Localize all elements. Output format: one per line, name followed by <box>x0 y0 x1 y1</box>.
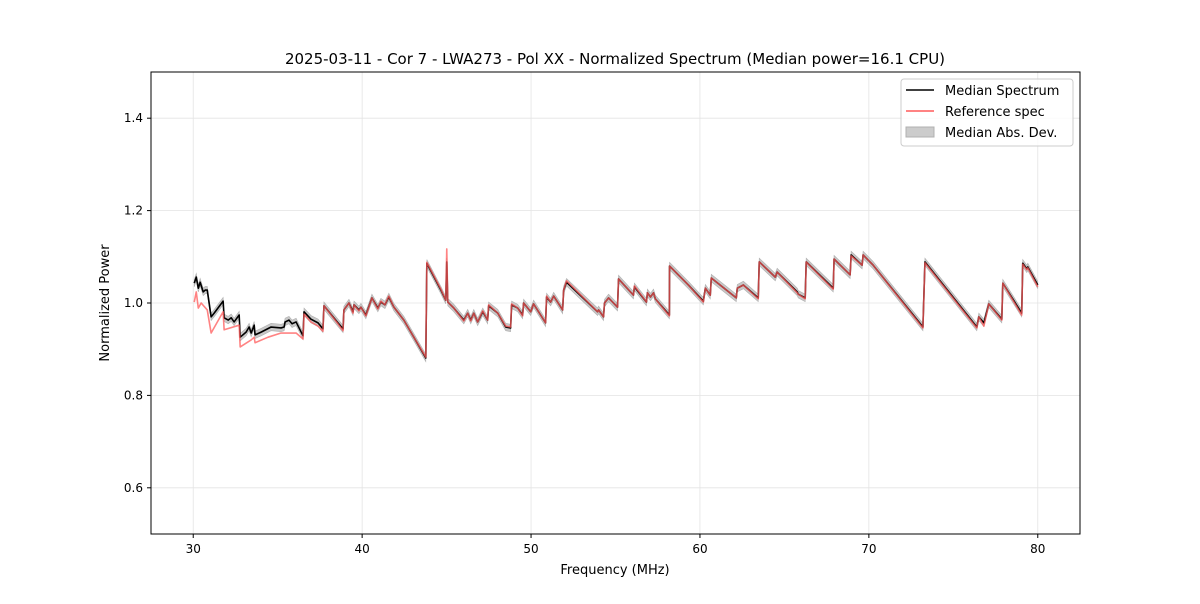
y-tick-label: 1.2 <box>124 204 143 218</box>
chart-title: 2025-03-11 - Cor 7 - LWA273 - Pol XX - N… <box>285 50 945 68</box>
x-axis-ticks: 30 40 50 60 70 80 <box>186 534 1045 556</box>
y-tick-label: 0.6 <box>124 481 143 495</box>
y-axis-ticks: 0.6 0.8 1.0 1.2 1.4 <box>124 111 151 495</box>
x-tick-label: 40 <box>354 542 369 556</box>
y-tick-label: 1.0 <box>124 296 143 310</box>
x-tick-label: 70 <box>861 542 876 556</box>
legend: Median Spectrum Reference spec Median Ab… <box>900 78 1074 147</box>
x-axis-label: Frequency (MHz) <box>560 563 669 578</box>
y-axis-label: Normalized Power <box>98 244 113 362</box>
reference-spectrum-line <box>193 248 1039 358</box>
x-tick-label: 30 <box>186 542 201 556</box>
legend-mad-label: Median Abs. Dev. <box>945 126 1057 141</box>
legend-box <box>900 78 1074 147</box>
x-tick-label: 50 <box>523 542 538 556</box>
x-tick-label: 80 <box>1030 542 1045 556</box>
series-layer <box>193 248 1039 359</box>
x-tick-label: 60 <box>692 542 707 556</box>
legend-mad-swatch <box>905 126 935 138</box>
y-tick-label: 1.4 <box>124 111 143 125</box>
legend-reference-label: Reference spec <box>945 105 1045 120</box>
legend-median-label: Median Spectrum <box>945 84 1059 99</box>
y-tick-label: 0.8 <box>124 388 143 402</box>
